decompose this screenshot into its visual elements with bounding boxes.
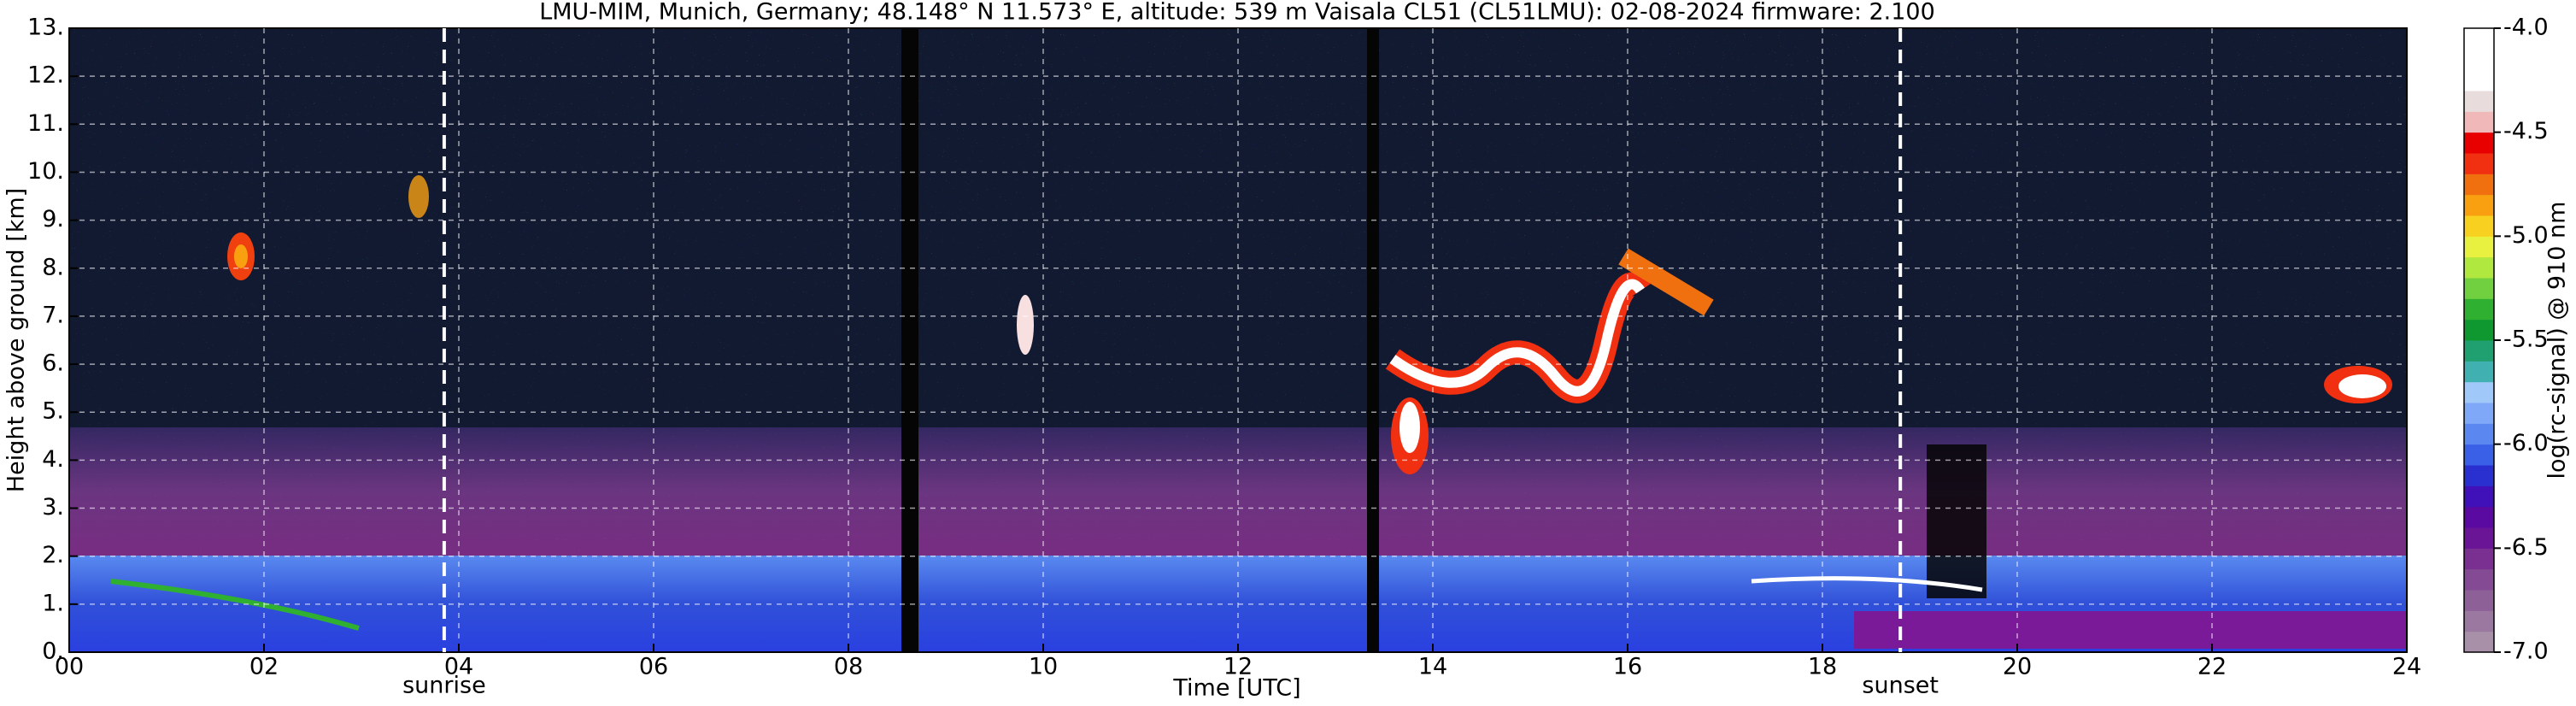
colorbar-segment <box>2464 340 2494 362</box>
colorbar-segment <box>2464 423 2494 445</box>
y-tick-label: 1. <box>42 590 64 616</box>
cloud <box>234 244 248 268</box>
cloud <box>1017 295 1034 355</box>
cloud <box>1618 248 1714 316</box>
cloud <box>1389 279 1645 397</box>
heatmap-night-layer <box>1854 611 2407 649</box>
y-tick-label: 3. <box>42 494 64 521</box>
colorbar-tick-label: -4.0 <box>2503 15 2549 41</box>
colorbar-segment <box>2464 28 2494 50</box>
colorbar-segment <box>2464 256 2494 279</box>
y-tick-label: 4. <box>42 446 64 473</box>
colorbar-segment <box>2464 444 2494 466</box>
x-tick-label: 14 <box>1418 654 1447 680</box>
colorbar-segment <box>2464 485 2494 508</box>
x-tick-label: 02 <box>249 654 279 680</box>
colorbar-segment <box>2464 111 2494 133</box>
x-tick-label: 04 <box>444 654 473 680</box>
y-axis-label: Height above ground [km] <box>3 188 30 492</box>
x-tick-label: 24 <box>2392 654 2421 680</box>
colorbar-segment <box>2464 91 2494 112</box>
x-tick-label: 12 <box>1223 654 1253 680</box>
colorbar-tick-label: -5.0 <box>2503 222 2549 249</box>
colorbar-segment <box>2464 194 2494 216</box>
colorbar-segment <box>2464 361 2494 383</box>
colorbar-segment <box>2464 298 2494 321</box>
heatmap-rain-column <box>901 28 918 652</box>
colorbar-tick-label: -6.5 <box>2503 534 2549 561</box>
colorbar-segment <box>2464 132 2494 154</box>
colorbar-tick-label: -5.5 <box>2503 327 2549 353</box>
colorbar-segment <box>2464 174 2494 196</box>
x-axis-label: Time [UTC] <box>1172 675 1300 702</box>
colorbar-segment <box>2464 69 2494 91</box>
colorbar-segment <box>2464 381 2494 403</box>
colorbar-tick-label: -6.0 <box>2503 430 2549 456</box>
y-tick-label: 7. <box>42 302 64 328</box>
annotation-label: sunset <box>1862 673 1939 699</box>
colorbar-segment <box>2464 527 2494 549</box>
colorbar-segment <box>2464 236 2494 258</box>
x-tick-label: 10 <box>1029 654 1058 680</box>
colorbar-segment <box>2464 568 2494 591</box>
annotation-label: sunrise <box>402 673 486 699</box>
y-tick-label: 5. <box>42 398 64 425</box>
cloud <box>2338 374 2386 398</box>
colorbar-segment <box>2464 153 2494 174</box>
x-tick-label: 20 <box>2003 654 2032 680</box>
y-tick-label: 6. <box>42 350 64 377</box>
colorbar-segment <box>2464 319 2494 341</box>
x-tick-label: 18 <box>1808 654 1837 680</box>
colorbar-segment <box>2464 215 2494 237</box>
colorbar-segment <box>2464 506 2494 528</box>
colorbar-tick-label: -4.5 <box>2503 118 2549 144</box>
cloud <box>110 579 360 631</box>
colorbar-segment <box>2464 590 2494 611</box>
heatmap-dark-region <box>1927 444 1986 598</box>
cloud <box>1399 402 1420 453</box>
y-tick-label: 10. <box>27 158 64 185</box>
colorbar-segment <box>2464 465 2494 486</box>
y-tick-label: 11. <box>27 110 64 137</box>
y-tick-label: 13. <box>27 15 64 41</box>
colorbar-segment <box>2464 278 2494 299</box>
colorbar-segment <box>2464 610 2494 632</box>
colorbar-segment <box>2464 403 2494 424</box>
cloud <box>1751 576 1983 592</box>
colorbar-segment <box>2464 548 2494 570</box>
y-tick-label: 8. <box>42 254 64 280</box>
colorbar-segment <box>2464 631 2494 653</box>
y-tick-label: 9. <box>42 206 64 232</box>
cloud <box>408 175 429 218</box>
colorbar-label: log(rc-signal) @ 910 nm <box>2544 202 2571 479</box>
y-tick-label: 0. <box>42 638 64 665</box>
heatmap-rain-column <box>1367 28 1379 652</box>
y-tick-label: 2. <box>42 542 64 568</box>
chart-title: LMU-MIM, Munich, Germany; 48.148° N 11.5… <box>539 0 1935 26</box>
x-tick-label: 22 <box>2198 654 2227 680</box>
y-tick-label: 12. <box>27 62 64 89</box>
x-tick-label: 08 <box>834 654 863 680</box>
colorbar-segment <box>2464 49 2494 71</box>
colorbar-tick-label: -7.0 <box>2503 638 2549 665</box>
x-tick-label: 06 <box>639 654 668 680</box>
x-tick-label: 00 <box>55 654 84 680</box>
x-tick-label: 16 <box>1613 654 1642 680</box>
